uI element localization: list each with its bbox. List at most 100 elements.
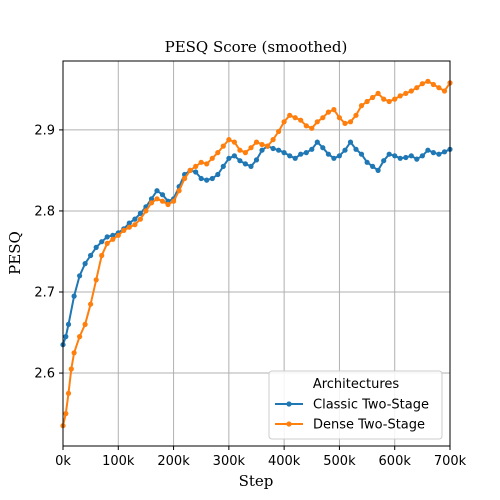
data-point (386, 98, 392, 105)
data-point (132, 222, 138, 228)
data-point (370, 94, 376, 101)
data-point (342, 120, 348, 126)
data-point (287, 153, 293, 159)
data-point (298, 151, 304, 157)
x-axis-label: Step (239, 472, 274, 490)
data-point (176, 188, 182, 194)
data-point (292, 115, 298, 121)
series-dense-two-stage (60, 78, 453, 429)
data-point (441, 149, 448, 155)
data-point (248, 145, 254, 151)
data-point (209, 155, 215, 161)
data-point (375, 90, 381, 96)
data-point (215, 150, 221, 156)
data-point (325, 151, 331, 157)
data-point (88, 252, 94, 259)
data-point (309, 125, 315, 131)
data-point (104, 234, 110, 240)
data-point (71, 293, 77, 299)
data-point (336, 153, 342, 159)
data-point (347, 119, 354, 125)
data-point (281, 150, 287, 156)
data-point (441, 88, 448, 94)
y-axis-ticks: 2.6 2.7 2.8 2.9 (34, 123, 63, 382)
data-point (259, 147, 265, 153)
data-point (242, 161, 248, 167)
data-point (259, 141, 265, 148)
data-point (220, 163, 226, 169)
data-point (71, 350, 77, 356)
legend-marker (286, 421, 292, 427)
legend-title: Architectures (313, 377, 400, 392)
x-tick-label: 600k (379, 454, 412, 469)
legend-marker (286, 401, 292, 407)
data-point (198, 159, 204, 165)
data-point (182, 175, 188, 182)
data-point (270, 137, 276, 143)
x-tick-label: 200k (157, 454, 190, 469)
data-point (231, 139, 237, 145)
data-point (325, 109, 331, 115)
x-tick-label: 700k (434, 454, 467, 469)
data-point (110, 232, 116, 238)
data-point (137, 210, 143, 216)
data-point (65, 390, 72, 396)
data-point (220, 143, 226, 149)
data-point (193, 163, 199, 169)
data-point (204, 161, 210, 167)
data-point (309, 146, 315, 152)
data-point (88, 301, 94, 307)
data-point (270, 145, 276, 152)
data-point (425, 78, 431, 84)
x-tick-label: 400k (268, 454, 301, 469)
y-tick-label: 2.7 (34, 286, 55, 301)
data-point (281, 119, 287, 125)
legend-label: Classic Two-Stage (313, 398, 429, 413)
data-point (381, 158, 387, 164)
data-point (364, 98, 370, 105)
x-tick-label: 0k (55, 454, 71, 469)
data-point (336, 115, 342, 121)
data-point (298, 117, 304, 123)
data-point (397, 155, 403, 161)
data-point (430, 81, 436, 88)
data-point (121, 227, 127, 233)
data-point (430, 150, 436, 156)
chart-title: PESQ Score (smoothed) (165, 38, 348, 56)
data-point (287, 112, 293, 118)
y-tick-label: 2.6 (34, 367, 55, 382)
data-point (425, 147, 431, 153)
data-point (193, 169, 199, 175)
series-classic-two-stage (60, 139, 453, 348)
data-point (253, 157, 260, 163)
data-point (126, 220, 132, 226)
y-tick-label: 2.9 (34, 123, 55, 138)
data-point (248, 163, 254, 169)
data-point (132, 216, 138, 222)
data-point (148, 196, 155, 202)
data-point (414, 85, 420, 91)
data-point (143, 208, 149, 214)
data-point (320, 145, 326, 151)
data-point (353, 112, 359, 118)
plot-frame (62, 60, 451, 447)
data-point (397, 93, 403, 99)
data-point (237, 147, 243, 153)
legend-entries: Classic Two-Stage Dense Two-Stage (275, 398, 429, 433)
data-point (204, 177, 210, 183)
data-point (320, 115, 326, 121)
data-point (253, 139, 260, 145)
data-point (436, 151, 442, 157)
data-point (77, 273, 83, 279)
legend-box (268, 370, 443, 440)
data-point (115, 232, 121, 238)
legend: Architectures Classic Two-Stage Dense Two… (268, 370, 443, 440)
data-point (414, 156, 420, 162)
data-point (265, 143, 271, 149)
data-point (154, 196, 160, 202)
data-point (110, 236, 116, 242)
y-tick-label: 2.8 (34, 204, 55, 219)
data-point (353, 146, 359, 152)
data-point (381, 96, 387, 102)
data-point (215, 171, 221, 178)
